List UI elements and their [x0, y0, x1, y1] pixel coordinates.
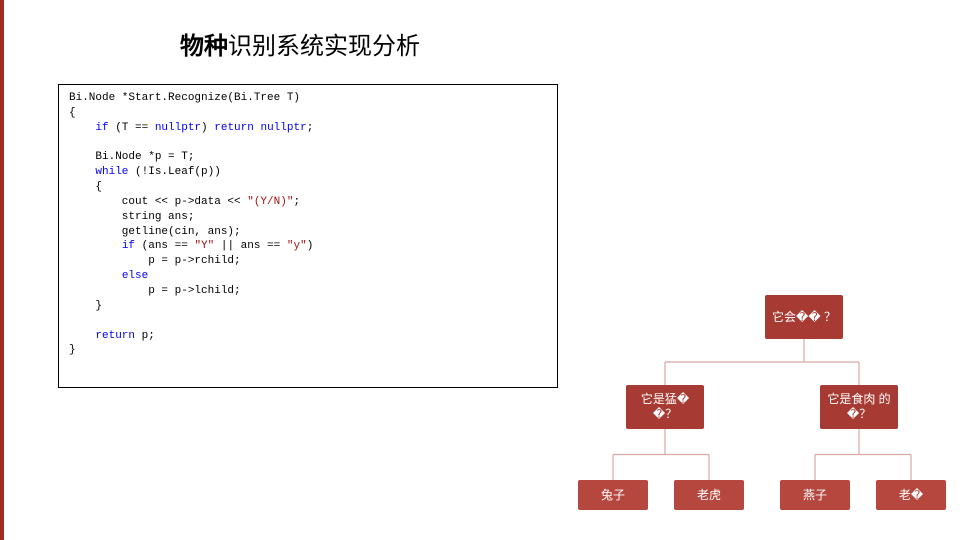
- tree-node-q1: 它是猛� �？: [626, 385, 704, 429]
- tree-leaf-2: 老虎: [674, 480, 744, 510]
- tree-node-q2: 它是食肉 的�？: [820, 385, 898, 429]
- tree-leaf-4: 老�: [876, 480, 946, 510]
- page-title: 物种识别系统实现分析: [180, 26, 420, 61]
- accent-bar: [0, 0, 4, 540]
- tree-leaf-1: 兔子: [578, 480, 648, 510]
- tree-node-root: 它会�� ？: [765, 295, 843, 339]
- tree-leaf-3: 燕子: [780, 480, 850, 510]
- title-rest: 识别系统实现分析: [228, 33, 420, 60]
- decision-tree: 它会�� ？ 它是猛� �？ 它是食肉 的�？ 兔子 老虎 燕子 老�: [560, 295, 950, 525]
- code-block: Bi.Node *Start.Recognize(Bi.Tree T) { if…: [58, 84, 558, 388]
- title-bold: 物种: [180, 33, 228, 60]
